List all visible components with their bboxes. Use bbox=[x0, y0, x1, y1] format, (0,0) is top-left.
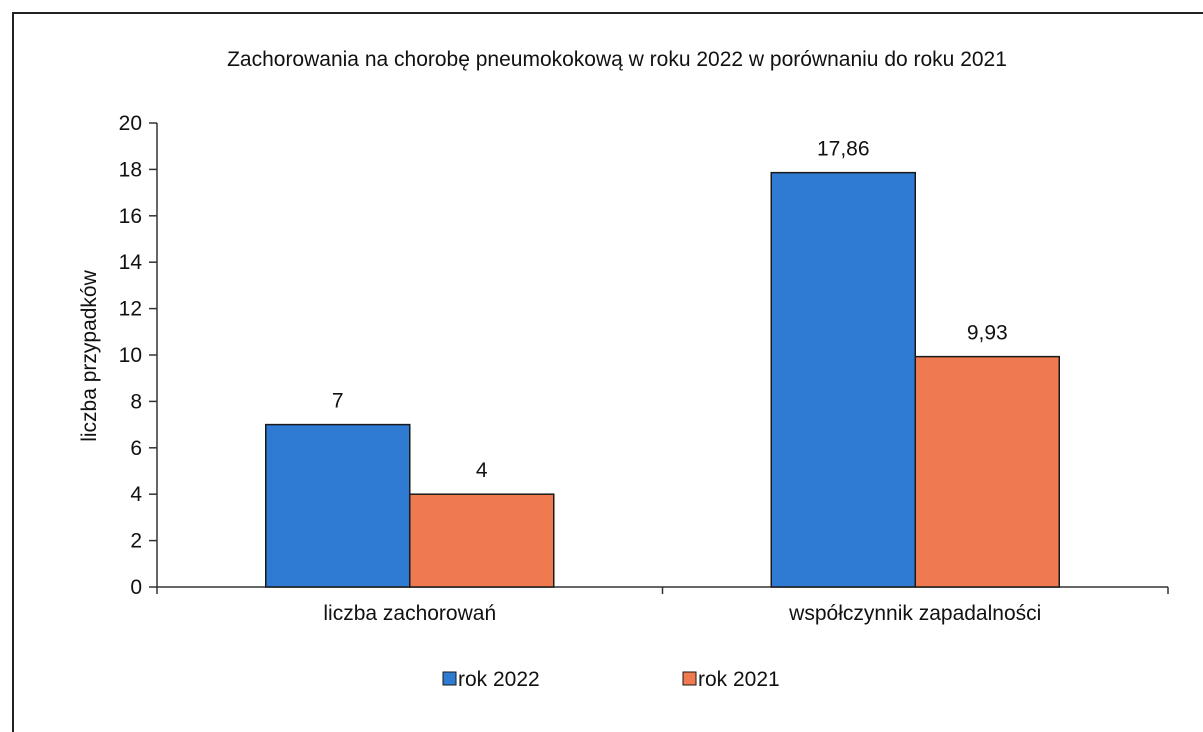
x-tick-label: współczynnik zapadalności bbox=[788, 602, 1041, 625]
y-tick-label: 16 bbox=[119, 205, 142, 228]
bar bbox=[770, 171, 916, 588]
bars: 7 4 17,86 9,93 bbox=[265, 138, 1060, 588]
legend: rok 2022 rok 2021 bbox=[442, 668, 780, 691]
x-axis: liczba zachorowań współczynnik zapadalnoś… bbox=[156, 586, 1169, 625]
bar-value-label: 4 bbox=[476, 459, 488, 482]
bar-value-label: 7 bbox=[332, 390, 344, 413]
legend-swatch bbox=[442, 671, 457, 686]
y-tick-label: 18 bbox=[119, 158, 142, 181]
legend-label: rok 2021 bbox=[698, 668, 780, 691]
y-axis: 0 2 4 6 8 10 12 14 16 18 20 bbox=[119, 112, 158, 599]
bar-value-label: 9,93 bbox=[967, 322, 1008, 345]
y-tick-label: 2 bbox=[130, 530, 142, 553]
y-tick-label: 6 bbox=[130, 437, 142, 460]
chart-frame bbox=[12, 12, 1203, 732]
y-tick-label: 0 bbox=[130, 576, 142, 599]
bar bbox=[914, 355, 1060, 588]
y-tick-label: 8 bbox=[130, 390, 142, 413]
y-tick-label: 20 bbox=[119, 112, 142, 135]
chart-title: Zachorowania na chorobę pneumokokową w r… bbox=[227, 48, 1007, 71]
bar bbox=[409, 493, 555, 588]
bar bbox=[265, 423, 411, 588]
y-tick-label: 10 bbox=[119, 344, 142, 367]
y-tick-label: 12 bbox=[119, 298, 142, 321]
y-tick-label: 4 bbox=[130, 483, 142, 506]
legend-swatch bbox=[682, 671, 697, 686]
y-tick-label: 14 bbox=[119, 251, 143, 274]
bar-value-label: 17,86 bbox=[817, 138, 870, 161]
x-tick-label: liczba zachorowań bbox=[323, 602, 496, 625]
legend-label: rok 2022 bbox=[458, 668, 540, 691]
y-axis-label: liczba przypadków bbox=[78, 269, 101, 441]
